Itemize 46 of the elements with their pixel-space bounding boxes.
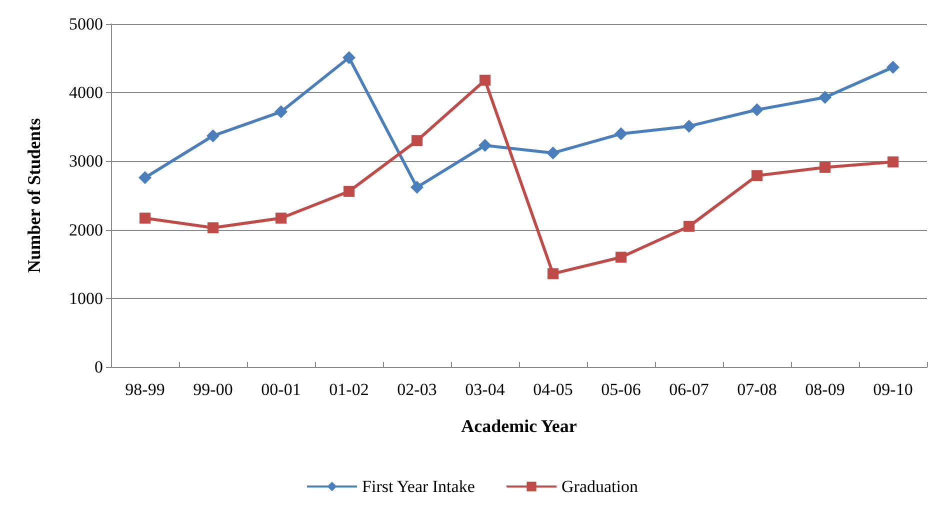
- y-tick-label: 0: [94, 358, 103, 376]
- point: [138, 171, 152, 184]
- x-tick-label: 04-05: [533, 380, 573, 399]
- point: [888, 156, 898, 168]
- x-tick-label: 06-07: [669, 380, 710, 399]
- point: [682, 120, 696, 133]
- y-axis-title: Number of Students: [24, 118, 44, 273]
- point: [752, 170, 762, 182]
- point: [818, 90, 832, 104]
- point: [410, 180, 424, 194]
- point: [412, 135, 422, 146]
- y-tick-label: 3000: [69, 152, 103, 171]
- x-tick-label: 02-03: [397, 380, 437, 399]
- point: [820, 162, 830, 173]
- point: [750, 103, 764, 116]
- x-tick-label: 05-06: [601, 380, 641, 399]
- legend-label: First Year Intake: [362, 477, 475, 496]
- x-tick-label: 99-00: [193, 380, 233, 399]
- point: [206, 129, 220, 142]
- point: [478, 138, 492, 152]
- y-tick-label: 1000: [69, 288, 103, 308]
- point: [886, 60, 900, 74]
- x-tick-label: 03-04: [465, 380, 506, 399]
- point: [208, 222, 218, 234]
- point: [274, 105, 288, 118]
- point: [684, 220, 694, 232]
- x-tick-label: 09-10: [873, 380, 913, 399]
- x-tick-label: 00-01: [261, 380, 301, 399]
- x-tick-label: 01-02: [329, 380, 369, 399]
- point: [548, 268, 558, 280]
- y-tick-label: 4000: [69, 83, 103, 102]
- x-tick-label: 98-99: [125, 380, 165, 399]
- point: [546, 146, 560, 160]
- point: [140, 212, 150, 224]
- point: [616, 252, 626, 263]
- legend-label: Graduation: [562, 477, 638, 496]
- x-tick-label: 07-08: [737, 380, 777, 399]
- point: [480, 74, 490, 86]
- point: [614, 127, 628, 140]
- x-axis-title: Academic Year: [461, 416, 577, 436]
- point: [342, 51, 356, 64]
- point: [344, 186, 354, 197]
- x-tick-label: 08-09: [805, 380, 845, 399]
- y-tick-label: 5000: [69, 14, 103, 34]
- point: [276, 212, 286, 224]
- y-tick-label: 2000: [69, 220, 103, 240]
